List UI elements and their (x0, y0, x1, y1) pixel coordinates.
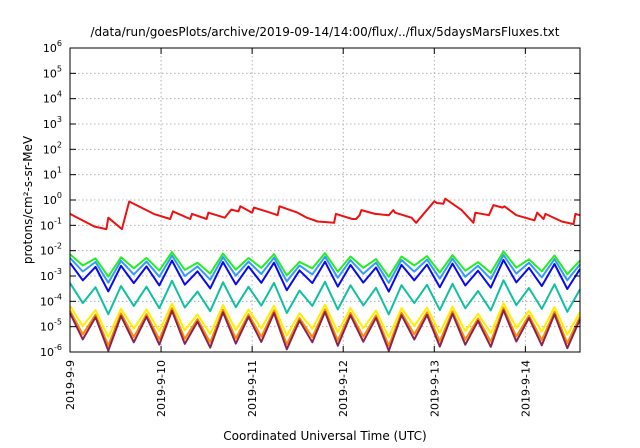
x-tick-label: 2019-9-11 (246, 360, 259, 417)
series-line-5 (69, 302, 581, 339)
y-tick-label: 101 (43, 166, 62, 182)
series-line-4 (69, 279, 581, 316)
x-tick-label: 2019-9-10 (155, 360, 168, 417)
y-tick-label: 106 (43, 39, 62, 55)
series-line-0 (69, 197, 581, 231)
y-tick-label: 10-4 (40, 292, 62, 308)
y-tick-label: 103 (43, 115, 62, 131)
series-line-3 (69, 259, 581, 293)
x-axis-label: Coordinated Universal Time (UTC) (223, 429, 426, 443)
series-line-1 (69, 250, 581, 278)
chart-title: /data/run/goesPlots/archive/2019-09-14/1… (91, 25, 560, 39)
y-tick-label: 105 (43, 64, 62, 80)
y-tick-label: 10-1 (40, 216, 62, 232)
series-line-6 (69, 306, 581, 347)
y-axis-label: protons/cm²-s-sr-MeV (21, 135, 35, 264)
y-tick-label: 100 (43, 191, 62, 207)
x-tick-label: 2019-9-9 (64, 360, 77, 410)
x-tick-label: 2019-9-13 (428, 360, 441, 417)
x-tick-label: 2019-9-14 (519, 360, 532, 417)
y-tick-label: 104 (43, 90, 62, 106)
series-line-7 (69, 309, 581, 352)
y-tick-label: 102 (43, 140, 62, 156)
y-tick-label: 10-6 (40, 343, 62, 359)
series-line-2 (69, 254, 581, 284)
series-layer (69, 197, 581, 352)
x-tick-label: 2019-9-12 (337, 360, 350, 417)
y-axis-ticks: 106 105 104 103 102 101 100 10-1 10-2 10-3 10-4 10-… (40, 39, 580, 359)
y-tick-label: 10-3 (40, 267, 62, 283)
x-axis-ticks: 2019-9-9 2019-9-10 2019-9-11 2019-9-12 2019-… (64, 48, 532, 417)
y-tick-label: 10-5 (40, 318, 62, 334)
y-tick-label: 10-2 (40, 242, 62, 258)
